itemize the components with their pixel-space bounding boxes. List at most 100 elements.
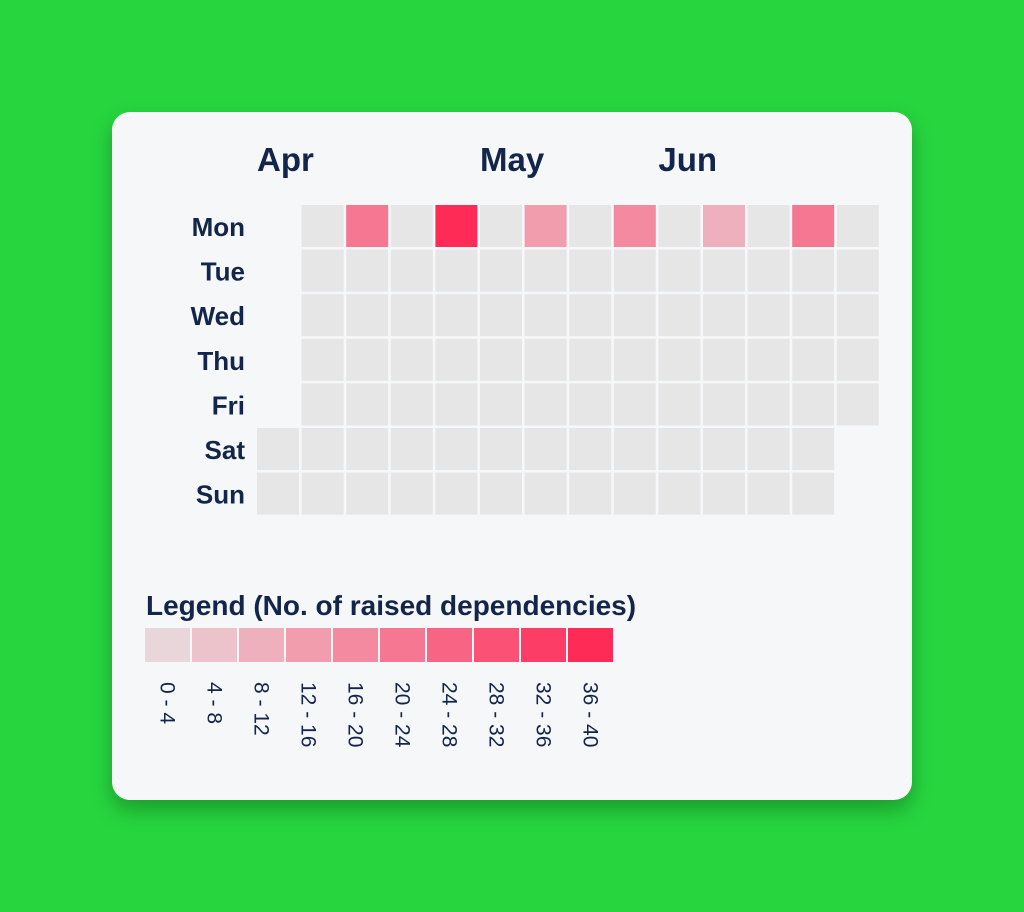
heatmap-cell — [480, 383, 522, 426]
heatmap-cell — [613, 338, 656, 381]
legend-label: 28 - 32 — [485, 682, 508, 747]
heatmap-cell — [480, 249, 522, 292]
heatmap-cell — [836, 249, 879, 292]
heatmap-cell — [390, 338, 433, 381]
heatmap-cell — [435, 294, 478, 337]
day-label: Thu — [197, 346, 245, 376]
heatmap-cell — [480, 294, 522, 337]
heatmap-cell — [569, 249, 612, 292]
legend-label: 16 - 20 — [344, 682, 367, 747]
heatmap-cell — [747, 249, 790, 292]
legend-swatch — [239, 628, 284, 662]
day-label: Fri — [212, 390, 245, 420]
legend-swatches — [145, 628, 613, 662]
legend-swatch — [192, 628, 237, 662]
heatmap-cell — [747, 472, 790, 515]
legend-label: 12 - 16 — [297, 682, 320, 747]
legend-swatch — [568, 628, 613, 662]
heatmap-cell — [658, 472, 701, 515]
heatmap-cell — [613, 294, 656, 337]
month-labels: Apr May Jun — [257, 141, 717, 178]
heatmap-cell — [569, 383, 612, 426]
heatmap-cell — [703, 249, 745, 292]
legend-swatch — [474, 628, 519, 662]
heatmap-cell — [792, 294, 835, 337]
heatmap-cell — [836, 205, 879, 247]
heatmap-cell — [346, 205, 389, 247]
heatmap-cell — [257, 428, 299, 470]
heatmap-cell — [703, 294, 745, 337]
legend-swatch — [521, 628, 566, 662]
heatmap-cell — [301, 294, 344, 337]
month-label: Apr — [257, 141, 314, 178]
heatmap-cell — [346, 472, 389, 515]
heatmap-cell — [569, 205, 612, 247]
day-label: Tue — [201, 257, 245, 287]
heatmap-cell — [569, 428, 612, 470]
heatmap-cell — [480, 338, 522, 381]
heatmap-cell — [703, 428, 745, 470]
heatmap-cell — [703, 472, 745, 515]
heatmap-cell — [792, 205, 835, 247]
heatmap-cell — [524, 472, 567, 515]
heatmap-cell — [836, 383, 879, 426]
legend-label: 36 - 40 — [579, 682, 602, 747]
day-label: Sun — [196, 480, 245, 510]
heatmap-cell — [480, 472, 522, 515]
heatmap-cell — [524, 294, 567, 337]
heatmap-cell — [569, 294, 612, 337]
heatmap-cell — [658, 338, 701, 381]
heatmap-cell — [613, 472, 656, 515]
legend-swatch — [286, 628, 331, 662]
heatmap-cell — [792, 428, 835, 470]
heatmap-cell — [747, 205, 790, 247]
heatmap-card: Apr May Jun Mon Tue Wed Thu Fri Sat Sun Legend (… — [112, 112, 912, 800]
heatmap-cell — [569, 338, 612, 381]
heatmap-cell — [524, 383, 567, 426]
heatmap-cell — [524, 205, 567, 247]
heatmap-cell — [613, 249, 656, 292]
heatmap-cell — [613, 205, 656, 247]
heatmap-cells — [257, 205, 879, 515]
heatmap-chart: Apr May Jun Mon Tue Wed Thu Fri Sat Sun Legend (… — [145, 141, 879, 748]
heatmap-cell — [390, 383, 433, 426]
legend-labels: 0 - 4 4 - 8 8 - 12 12 - 16 16 - 20 20 - 24 24 … — [156, 682, 602, 748]
heatmap-cell — [569, 472, 612, 515]
heatmap-cell — [480, 428, 522, 470]
heatmap-cell — [301, 338, 344, 381]
heatmap-cell — [346, 249, 389, 292]
heatmap-cell — [390, 472, 433, 515]
heatmap-cell — [301, 472, 344, 515]
heatmap-cell — [613, 428, 656, 470]
heatmap-cell — [747, 428, 790, 470]
legend-swatch — [145, 628, 190, 662]
heatmap-cell — [390, 249, 433, 292]
heatmap-cell — [435, 472, 478, 515]
day-label: Wed — [191, 301, 245, 331]
heatmap-cell — [747, 294, 790, 337]
heatmap-cell — [836, 338, 879, 381]
heatmap-cell — [390, 205, 433, 247]
heatmap-cell — [301, 383, 344, 426]
heatmap-cell — [346, 338, 389, 381]
heatmap-cell — [747, 338, 790, 381]
heatmap-cell — [301, 428, 344, 470]
legend-swatch — [380, 628, 425, 662]
heatmap-cell — [792, 472, 835, 515]
heatmap-cell — [658, 428, 701, 470]
heatmap-cell — [257, 472, 299, 515]
legend-label: 32 - 36 — [532, 682, 555, 747]
day-label: Sat — [205, 435, 246, 465]
heatmap-cell — [480, 205, 522, 247]
heatmap-cell — [792, 249, 835, 292]
day-labels: Mon Tue Wed Thu Fri Sat Sun — [191, 212, 246, 510]
heatmap-cell — [346, 428, 389, 470]
day-label: Mon — [192, 212, 245, 242]
heatmap-cell — [747, 383, 790, 426]
month-label: May — [480, 141, 545, 178]
heatmap-cell — [792, 338, 835, 381]
legend-swatch — [427, 628, 472, 662]
heatmap-cell — [390, 428, 433, 470]
heatmap-cell — [435, 338, 478, 381]
legend-label: 24 - 28 — [438, 682, 461, 747]
